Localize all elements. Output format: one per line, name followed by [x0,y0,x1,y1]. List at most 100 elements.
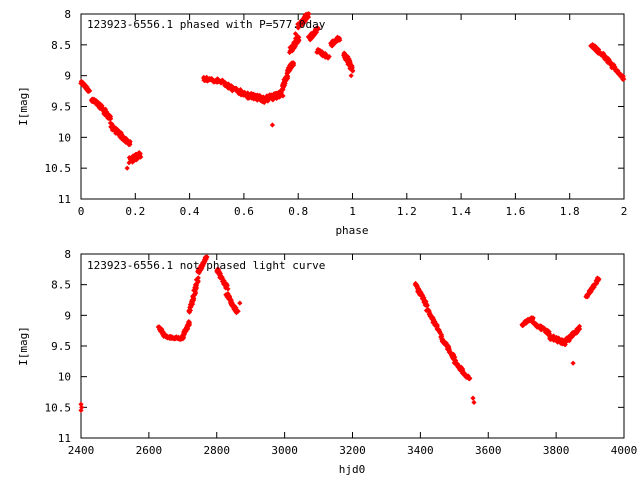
data-point [224,291,230,298]
x-tick-label: 0.6 [234,205,254,218]
data-point [187,307,194,314]
x-tick-label: 0.4 [180,205,200,218]
data-point [277,94,283,100]
x-tick-label: 3600 [475,444,502,457]
data-point [259,98,265,105]
data-point [621,76,627,82]
data-point [193,281,199,287]
x-tick-label: 1 [349,205,356,218]
data-point [458,364,464,370]
data-point [349,64,355,70]
x-tick-label: 0.2 [125,205,145,218]
x-tick-label: 0.8 [288,205,308,218]
x-axis-label-bottom: hjd0 [339,463,366,476]
data-point [291,60,297,66]
data-point [608,59,614,66]
y-axis-label-bottom: I[mag] [17,326,30,366]
y-tick-label: 9.5 [51,101,71,114]
data-point [285,74,291,80]
data-point [313,28,319,34]
x-tick-label: 4000 [611,444,638,457]
data-point [302,18,308,24]
data-point [113,125,119,131]
data-point [559,341,566,347]
data-point [350,68,356,74]
y-tick-label: 8.5 [51,39,71,52]
data-point [221,280,227,286]
data-point [256,93,262,99]
data-point [569,334,575,340]
data-point [107,120,114,126]
x-tick-label: 3400 [407,444,434,457]
x-tick-label: 2 [621,205,628,218]
data-point [576,326,582,332]
chart-title-bottom: 123923-6556.1 not phased light curve [87,259,325,272]
y-tick-label: 10 [58,131,71,144]
data-point [137,153,143,159]
data-point [556,336,562,342]
data-point [195,278,201,284]
data-point [294,36,300,42]
y-tick-label: 11 [58,193,71,206]
y-tick-label: 11 [58,432,71,445]
data-point [296,23,302,29]
data-point [296,34,302,40]
data-point [466,376,473,382]
data-point [225,286,231,292]
data-point [305,11,311,17]
y-tick-label: 10.5 [45,401,72,414]
data-point [115,131,121,137]
y-axis-label-top: I[mag] [17,86,30,126]
y-tick-label: 9 [64,70,71,83]
y-tick-label: 9.5 [51,340,71,353]
data-point [292,42,299,48]
y-tick-label: 8 [64,248,71,261]
data-point [237,300,243,306]
x-tick-label: 1.8 [560,205,580,218]
data-point [609,65,615,71]
axis-ticks-top: 0 0.2 0.4 0.6 0.8 1 1.2 1.4 1.6 1.8 2 8 8.5 9 9.5 10 10.… [45,8,628,218]
data-point [251,93,257,99]
data-point [424,302,430,308]
data-point [283,77,289,84]
data-point [620,73,626,79]
data-point [292,31,299,37]
data-point [335,37,342,43]
data-point [86,88,93,94]
x-tick-label: 1.2 [397,205,417,218]
raw-light-curve-chart: 2400 2600 2800 3000 3200 3400 3600 3800 4000 8 8.5… [17,248,637,476]
data-point [470,395,476,401]
data-points-top [78,11,627,171]
x-tick-label: 2400 [68,444,95,457]
x-tick-label: 3800 [543,444,570,457]
plot-frame-bottom [80,253,625,439]
data-point [295,25,301,31]
y-tick-label: 10.5 [45,162,72,175]
data-point [186,319,192,325]
data-point [471,399,477,406]
y-tick-label: 8 [64,8,71,21]
data-point [611,65,618,71]
x-tick-label: 2600 [136,444,163,457]
data-point [231,303,238,309]
data-point [435,326,441,333]
x-tick-label: 1.6 [505,205,525,218]
data-point [334,34,341,40]
data-point [587,288,593,294]
data-point [293,38,299,44]
data-points-bottom [78,254,602,413]
data-point [248,90,254,97]
axis-ticks-bottom: 2400 2600 2800 3000 3200 3400 3600 3800 4000 8 8.5… [45,248,638,457]
data-point [453,357,459,364]
data-point [179,332,186,338]
data-point [107,115,113,121]
data-point [269,122,276,128]
data-point [176,334,182,341]
data-point [326,53,332,60]
x-tick-label: 1.4 [451,205,471,218]
y-tick-label: 8.5 [51,279,71,292]
data-point [450,356,457,362]
data-point [570,360,576,366]
data-point [585,292,591,298]
